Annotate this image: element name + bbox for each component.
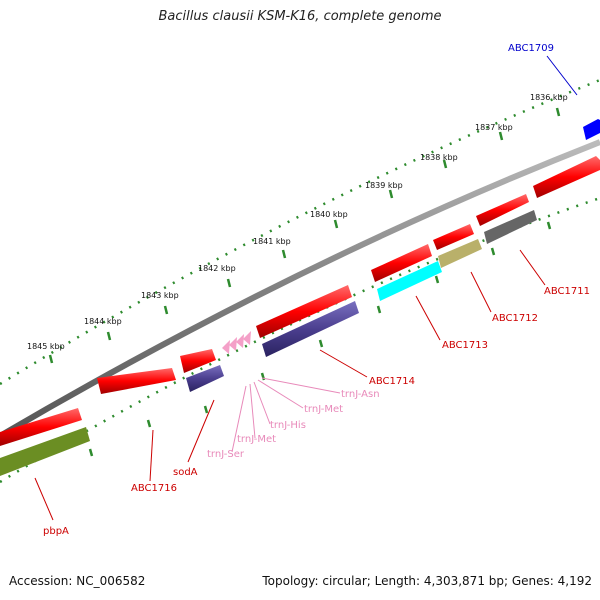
topology-summary: Topology: circular; Length: 4,303,871 bp… (262, 574, 592, 588)
inner-major-ticks (88, 221, 552, 457)
kbp-label: 1837 kbp (475, 123, 513, 132)
outer-tick-ring (0, 78, 600, 386)
gene-forward-7[interactable] (97, 368, 176, 394)
gene-abc1714-fwd[interactable] (256, 285, 352, 338)
gene-abc1711-fwd[interactable] (476, 194, 529, 226)
label-abc1712[interactable]: ABC1712 (492, 313, 538, 324)
label-abc1713[interactable]: ABC1713 (442, 340, 488, 351)
kbp-label: 1843 kbp (141, 291, 179, 300)
gene-labels: ABC1709 ABC1711 ABC1712 ABC1713 ABC1714 … (43, 43, 590, 537)
label-trnj-met[interactable]: trnJ-Met (237, 434, 276, 445)
leader-lines (34, 55, 578, 521)
gene-forward-1[interactable] (533, 156, 600, 198)
gene-abc1713[interactable] (377, 261, 442, 301)
kbp-label: 1836 kbp (530, 93, 568, 102)
trna-arrow[interactable] (236, 334, 244, 348)
kbp-label: 1838 kbp (420, 153, 458, 162)
gene-abc1709[interactable] (583, 119, 600, 140)
label-pbpa[interactable]: pbpA (43, 526, 69, 537)
gene-pbpa[interactable] (0, 427, 90, 476)
trna-arrow[interactable] (243, 331, 251, 345)
gene-soda[interactable] (186, 365, 224, 392)
label-trnj-met[interactable]: trnJ-Met (304, 404, 343, 415)
kbp-label: 1845 kbp (27, 342, 65, 351)
outer-major-ticks (48, 107, 561, 364)
gene-abc1711[interactable] (484, 210, 537, 244)
kbp-label: 1841 kbp (253, 237, 291, 246)
trna-cluster (222, 331, 251, 354)
label-soda[interactable]: sodA (173, 467, 198, 478)
label-trnj-ser[interactable]: trnJ-Ser (207, 449, 245, 460)
label-abc1714[interactable]: ABC1714 (369, 376, 415, 387)
gene-forward-6[interactable] (180, 349, 216, 373)
forward-genes (0, 119, 600, 446)
kbp-label: 1842 kbp (198, 264, 236, 273)
genome-backbone (0, 139, 600, 439)
gene-forward-3[interactable] (433, 224, 474, 250)
label-trnj-his[interactable]: trnJ-His (270, 420, 306, 431)
trna-arrow[interactable] (222, 340, 230, 354)
kbp-label: 1840 kbp (310, 210, 348, 219)
kbp-label: 1839 kbp (365, 181, 403, 190)
kbp-labels: 1836 kbp 1837 kbp 1838 kbp 1839 kbp 1840… (27, 93, 568, 351)
map-title: Bacillus clausii KSM-K16, complete genom… (158, 9, 442, 24)
label-abc1716[interactable]: ABC1716 (131, 483, 177, 494)
gene-forward-8[interactable] (0, 408, 82, 446)
label-abc1711[interactable]: ABC1711 (544, 286, 590, 297)
reverse-genes (0, 210, 537, 476)
accession-text: Accession: NC_006582 (9, 574, 146, 588)
trna-arrow[interactable] (229, 337, 237, 351)
label-abc1709[interactable]: ABC1709 (508, 43, 554, 54)
kbp-label: 1844 kbp (84, 317, 122, 326)
gene-abc1714[interactable] (262, 301, 359, 357)
label-trnj-asn[interactable]: trnJ-Asn (341, 389, 380, 400)
gene-abc1712[interactable] (438, 239, 482, 268)
gene-abc1713-fwd[interactable] (371, 244, 432, 282)
